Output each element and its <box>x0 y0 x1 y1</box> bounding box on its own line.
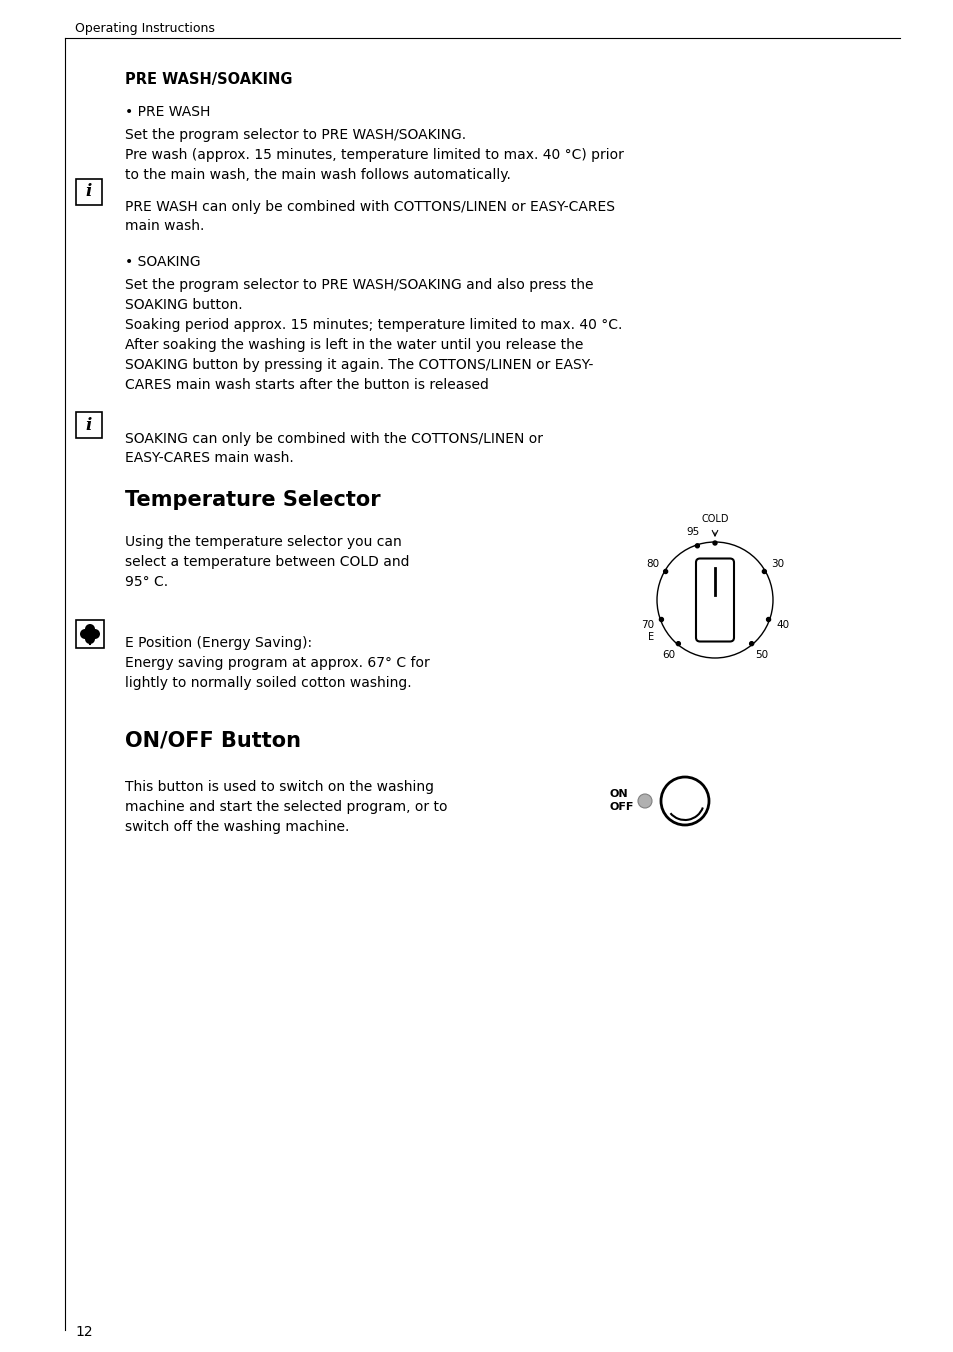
Text: ON/OFF Button: ON/OFF Button <box>125 730 301 750</box>
Text: Set the program selector to PRE WASH/SOAKING and also press the: Set the program selector to PRE WASH/SOA… <box>125 279 593 292</box>
Text: i: i <box>86 416 92 434</box>
Text: 30: 30 <box>770 558 783 569</box>
Text: lightly to normally soiled cotton washing.: lightly to normally soiled cotton washin… <box>125 676 411 690</box>
FancyBboxPatch shape <box>76 178 102 206</box>
Text: Pre wash (approx. 15 minutes, temperature limited to max. 40 °C) prior: Pre wash (approx. 15 minutes, temperatur… <box>125 147 623 162</box>
Text: SOAKING button.: SOAKING button. <box>125 297 242 312</box>
Circle shape <box>761 569 765 573</box>
Text: 95: 95 <box>685 526 699 537</box>
Text: select a temperature between COLD and: select a temperature between COLD and <box>125 556 409 569</box>
Text: ON: ON <box>609 790 628 799</box>
Text: SOAKING button by pressing it again. The COTTONS/LINEN or EASY-: SOAKING button by pressing it again. The… <box>125 358 593 372</box>
FancyBboxPatch shape <box>696 558 733 641</box>
Circle shape <box>90 629 100 639</box>
Text: PRE WASH can only be combined with COTTONS/LINEN or EASY-CARES
main wash.: PRE WASH can only be combined with COTTO… <box>125 200 615 234</box>
Text: 60: 60 <box>661 650 675 660</box>
Text: • SOAKING: • SOAKING <box>125 256 200 269</box>
Text: After soaking the washing is left in the water until you release the: After soaking the washing is left in the… <box>125 338 583 352</box>
Text: Temperature Selector: Temperature Selector <box>125 489 380 510</box>
Text: SOAKING can only be combined with the COTTONS/LINEN or
EASY-CARES main wash.: SOAKING can only be combined with the CO… <box>125 433 542 465</box>
Text: CARES main wash starts after the button is released: CARES main wash starts after the button … <box>125 379 488 392</box>
Circle shape <box>659 618 662 622</box>
Circle shape <box>660 777 708 825</box>
Circle shape <box>85 625 95 634</box>
Text: 95° C.: 95° C. <box>125 575 168 589</box>
FancyBboxPatch shape <box>76 412 102 438</box>
Circle shape <box>663 569 667 573</box>
Circle shape <box>695 544 699 548</box>
Text: OFF: OFF <box>609 802 634 813</box>
Circle shape <box>638 794 651 808</box>
Text: to the main wash, the main wash follows automatically.: to the main wash, the main wash follows … <box>125 168 511 183</box>
Circle shape <box>80 629 90 639</box>
Text: PRE WASH/SOAKING: PRE WASH/SOAKING <box>125 72 293 87</box>
Circle shape <box>676 642 679 646</box>
Text: Energy saving program at approx. 67° C for: Energy saving program at approx. 67° C f… <box>125 656 429 671</box>
Circle shape <box>749 642 753 646</box>
Text: 12: 12 <box>75 1325 92 1338</box>
Text: COLD: COLD <box>700 514 728 525</box>
Text: • PRE WASH: • PRE WASH <box>125 105 211 119</box>
Text: i: i <box>86 184 92 200</box>
Text: 70: 70 <box>640 619 653 630</box>
Text: Soaking period approx. 15 minutes; temperature limited to max. 40 °C.: Soaking period approx. 15 minutes; tempe… <box>125 318 621 333</box>
Text: 80: 80 <box>645 558 659 569</box>
Circle shape <box>712 541 717 545</box>
FancyBboxPatch shape <box>76 621 104 648</box>
Circle shape <box>766 618 770 622</box>
Text: Using the temperature selector you can: Using the temperature selector you can <box>125 535 401 549</box>
Text: E Position (Energy Saving):: E Position (Energy Saving): <box>125 635 312 650</box>
Text: switch off the washing machine.: switch off the washing machine. <box>125 821 349 834</box>
Circle shape <box>85 634 95 644</box>
Text: Operating Instructions: Operating Instructions <box>75 22 214 35</box>
Text: 50: 50 <box>754 650 767 660</box>
Text: 40: 40 <box>776 619 788 630</box>
Text: This button is used to switch on the washing: This button is used to switch on the was… <box>125 780 434 794</box>
Text: E: E <box>648 631 654 642</box>
Text: machine and start the selected program, or to: machine and start the selected program, … <box>125 800 447 814</box>
Text: Set the program selector to PRE WASH/SOAKING.: Set the program selector to PRE WASH/SOA… <box>125 128 466 142</box>
